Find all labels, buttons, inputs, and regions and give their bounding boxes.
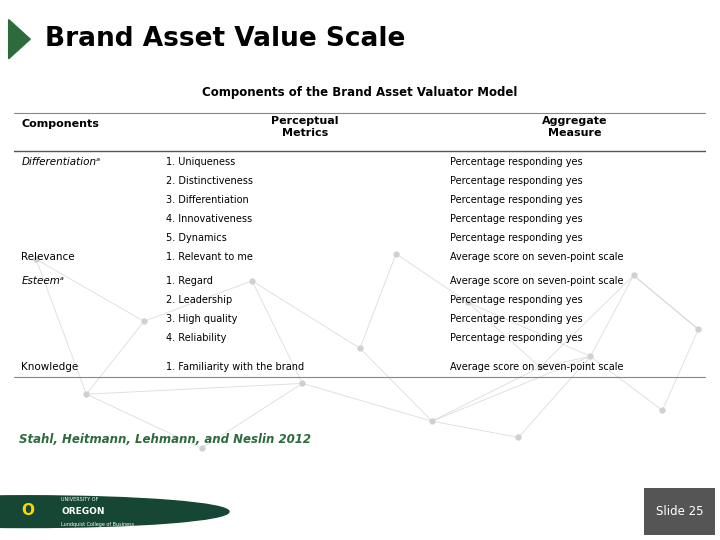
Polygon shape [9, 19, 30, 59]
Text: Components of the Brand Asset Valuator Model: Components of the Brand Asset Valuator M… [202, 85, 518, 99]
Text: 1. Familiarity with the brand: 1. Familiarity with the brand [166, 362, 305, 372]
Text: Percentage responding yes: Percentage responding yes [450, 333, 582, 343]
Text: Differentiationᵃ: Differentiationᵃ [22, 157, 101, 167]
Text: Relevance: Relevance [22, 252, 75, 262]
Text: 2. Distinctiveness: 2. Distinctiveness [166, 176, 253, 186]
Text: 4. Reliability: 4. Reliability [166, 333, 227, 343]
Text: Percentage responding yes: Percentage responding yes [450, 295, 582, 305]
Text: Average score on seven-point scale: Average score on seven-point scale [450, 276, 624, 286]
Text: Perceptual
Metrics: Perceptual Metrics [271, 116, 338, 138]
Text: Percentage responding yes: Percentage responding yes [450, 314, 582, 324]
Text: UNIVERSITY OF: UNIVERSITY OF [61, 497, 99, 502]
Text: Percentage responding yes: Percentage responding yes [450, 233, 582, 243]
Text: 3. High quality: 3. High quality [166, 314, 238, 324]
Text: Lundquist College of Business: Lundquist College of Business [61, 522, 135, 526]
Text: Percentage responding yes: Percentage responding yes [450, 176, 582, 186]
Text: Aggregate
Measure: Aggregate Measure [541, 116, 607, 138]
Text: Slide 25: Slide 25 [656, 505, 703, 518]
Text: Average score on seven-point scale: Average score on seven-point scale [450, 252, 624, 262]
Text: 1. Regard: 1. Regard [166, 276, 213, 286]
Text: Percentage responding yes: Percentage responding yes [450, 195, 582, 205]
FancyBboxPatch shape [644, 488, 715, 536]
Text: 5. Dynamics: 5. Dynamics [166, 233, 228, 243]
Text: O: O [21, 503, 34, 518]
Text: Average score on seven-point scale: Average score on seven-point scale [450, 362, 624, 372]
Text: 1. Uniqueness: 1. Uniqueness [166, 157, 235, 167]
Text: Components: Components [22, 119, 99, 129]
Text: Percentage responding yes: Percentage responding yes [450, 157, 582, 167]
Text: 4. Innovativeness: 4. Innovativeness [166, 214, 253, 224]
Text: Brand Asset Value Scale: Brand Asset Value Scale [45, 26, 405, 52]
Text: 3. Differentiation: 3. Differentiation [166, 195, 249, 205]
Text: Henderson 2016©: Henderson 2016© [302, 505, 418, 518]
Circle shape [0, 496, 229, 528]
Text: Stahl, Heitmann, Lehmann, and Neslin 2012: Stahl, Heitmann, Lehmann, and Neslin 201… [19, 433, 311, 447]
Text: Knowledge: Knowledge [22, 362, 78, 372]
Text: OREGON: OREGON [61, 507, 104, 516]
Text: 2. Leadership: 2. Leadership [166, 295, 233, 305]
Text: Esteemᵃ: Esteemᵃ [22, 276, 64, 286]
Text: 1. Relevant to me: 1. Relevant to me [166, 252, 253, 262]
Text: Percentage responding yes: Percentage responding yes [450, 214, 582, 224]
